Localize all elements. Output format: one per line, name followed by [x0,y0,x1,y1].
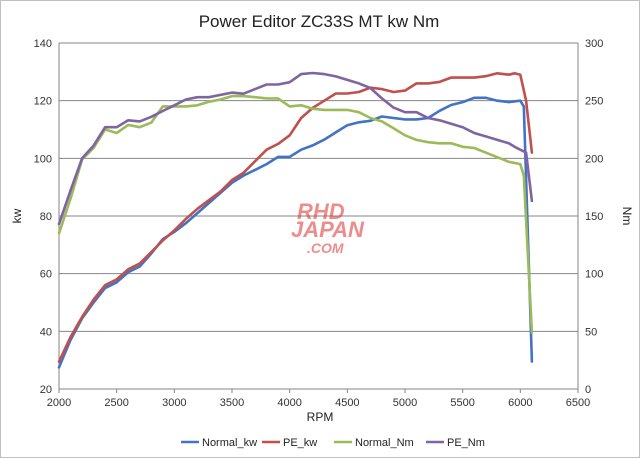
y-left-tick-label: 20 [40,384,52,396]
watermark-logo: RHD JAPAN .COM [291,199,365,256]
y-left-tick-label: 120 [34,96,52,108]
x-tick-label: 3500 [220,397,244,409]
y-left-tick-label: 60 [40,269,52,281]
y-left-tick-label: 140 [34,38,52,50]
y-right-tick-label: 250 [585,96,603,108]
y-left-tick-label: 40 [40,326,52,338]
y-right-tick-label: 150 [585,211,603,223]
x-tick-label: 5500 [450,397,474,409]
y-right-tick-label: 200 [585,153,603,165]
legend-label: PE_kw [283,437,317,449]
y-left-tick-label: 80 [40,211,52,223]
x-tick-label: 2000 [47,397,71,409]
series-line-pe-nm [57,71,534,226]
watermark-line-1: RHD [297,199,345,224]
series-lines [57,71,534,369]
x-tick-label: 6000 [508,397,532,409]
legend: Normal_kw PE_kw Normal_Nm PE_Nm [181,437,485,449]
x-tick-label: 4000 [277,397,301,409]
legend-label: Normal_Nm [355,437,414,449]
series-line-normal-kw [57,96,534,369]
x-tick-label: 3000 [162,397,186,409]
watermark-line-3: .COM [307,240,344,256]
x-tick-label: 2500 [104,397,128,409]
y-axis-left-label: kw [10,208,24,223]
x-axis-label: RPM [307,410,334,424]
y-right-tick-label: 300 [585,38,603,50]
series-line-pe-kw [57,72,534,363]
x-tick-label: 4500 [335,397,359,409]
y-left-tick-label: 100 [34,153,52,165]
chart-title: Power Editor ZC33S MT kw Nm [199,12,440,31]
x-tick-label: 5000 [393,397,417,409]
tick-labels: 20 40 60 80 100 120 140 0 50 100 150 200 250 300 2000 2… [34,38,604,409]
y-axis-right-label: Nm [620,207,634,226]
series-line-normal-nm [57,94,534,334]
y-right-tick-label: 50 [585,326,597,338]
watermark-line-2: JAPAN [291,217,365,242]
y-right-tick-label: 100 [585,269,603,281]
legend-label: Normal_kw [202,437,257,449]
axes [58,43,579,390]
legend-label: PE_Nm [447,437,485,449]
x-tick-label: 6500 [566,397,590,409]
y-right-tick-label: 0 [585,384,591,396]
grid-lines [59,42,578,332]
